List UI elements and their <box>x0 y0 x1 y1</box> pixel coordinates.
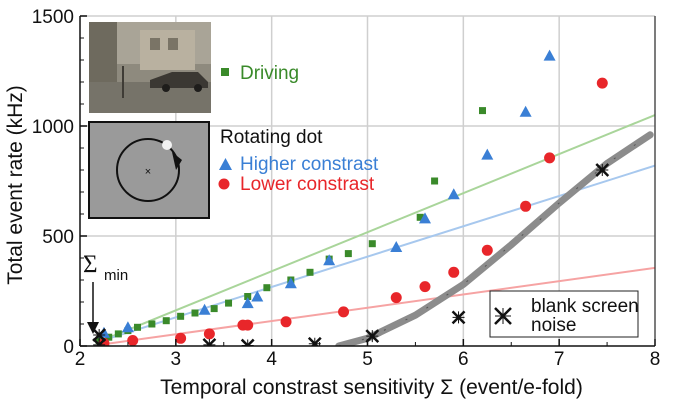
point-driving-4 <box>134 323 141 331</box>
point-driving-18 <box>416 213 424 221</box>
point-driving-16 <box>344 250 352 258</box>
x-tick-label-7: 7 <box>554 349 565 370</box>
point-higher-constrast-3 <box>241 297 254 309</box>
legend-lower-marker <box>218 178 230 190</box>
point-lower-constrast-12 <box>520 200 532 212</box>
point-lower-constrast-1 <box>127 335 139 346</box>
point-lower-constrast-7 <box>338 306 350 318</box>
point-higher-constrast-12 <box>543 49 556 61</box>
point-driving-12 <box>263 284 271 292</box>
point-higher-constrast-8 <box>419 212 431 224</box>
legend-noise-label-line1: blank screen <box>531 296 639 317</box>
legend: Driving Rotating dot Higher constrast Lo… <box>218 63 639 338</box>
legend-driving-label: Driving <box>240 63 299 84</box>
point-driving-14 <box>306 268 314 276</box>
point-blank-screen-noise-5 <box>365 329 380 343</box>
point-higher-constrast-6 <box>323 254 336 266</box>
svg-text:Σ: Σ <box>83 251 98 278</box>
legend-group-title: Rotating dot <box>220 127 323 148</box>
x-tick-label-8: 8 <box>650 349 661 370</box>
legend-lower-label: Lower constrast <box>240 174 375 195</box>
point-higher-constrast-9 <box>447 188 460 200</box>
point-driving-6 <box>162 317 170 325</box>
svg-text:min: min <box>104 267 128 284</box>
x-tick-label-4: 4 <box>266 349 277 370</box>
x-axis-label: Temporal constrast sensitivity Σ (event/… <box>160 376 583 399</box>
y-tick-label-1000: 1000 <box>32 117 74 138</box>
axes: 2 3 4 5 6 7 8 0 500 1000 1500 <box>32 7 661 370</box>
point-lower-constrast-6 <box>280 316 292 328</box>
point-driving-19 <box>431 177 439 185</box>
point-blank-screen-noise-7 <box>595 163 610 177</box>
legend-higher-label: Higher constrast <box>240 154 379 175</box>
legend-higher-marker <box>219 158 232 170</box>
point-higher-constrast-2 <box>198 303 211 315</box>
point-higher-constrast-1 <box>121 321 134 333</box>
legend-driving-marker <box>221 68 229 76</box>
x-tick-label-6: 6 <box>458 349 469 370</box>
point-lower-constrast-14 <box>596 77 608 89</box>
x-tick-label-2: 2 <box>75 349 86 370</box>
point-driving-2 <box>114 330 122 338</box>
point-driving-11 <box>244 293 252 300</box>
legend-noise-marker <box>494 307 512 325</box>
point-lower-constrast-13 <box>544 152 556 164</box>
point-higher-constrast-11 <box>519 105 532 117</box>
point-blank-screen-noise-2 <box>202 338 217 346</box>
point-driving-9 <box>210 305 218 313</box>
point-lower-constrast-5 <box>242 319 254 331</box>
driving-scene-thumbnail <box>89 22 211 113</box>
x-tick-label-3: 3 <box>171 349 182 370</box>
sigma-min-annotation: Σ min <box>83 251 128 334</box>
point-higher-constrast-4 <box>251 290 264 302</box>
fit-line-lower-constrast <box>99 266 655 346</box>
point-lower-constrast-11 <box>481 244 493 256</box>
data-points <box>92 49 610 346</box>
point-blank-screen-noise-4 <box>307 336 322 346</box>
point-driving-5 <box>148 320 156 328</box>
point-higher-constrast-10 <box>481 148 494 160</box>
legend-noise-label-line2: noise <box>531 315 576 336</box>
y-tick-label-0: 0 <box>63 337 74 358</box>
y-tick-label-500: 500 <box>42 227 74 248</box>
y-axis-label: Total event rate (kHz) <box>4 85 27 285</box>
rotating-dot-illustration: × <box>88 121 210 219</box>
point-lower-constrast-10 <box>448 266 460 278</box>
point-higher-constrast-7 <box>390 241 403 252</box>
point-blank-screen-noise-6 <box>451 310 466 325</box>
svg-text:×: × <box>145 166 151 178</box>
point-lower-constrast-8 <box>390 292 402 304</box>
x-tick-label-5: 5 <box>362 349 373 370</box>
point-lower-constrast-9 <box>419 281 431 293</box>
point-lower-constrast-3 <box>203 328 215 340</box>
point-driving-8 <box>191 309 199 317</box>
point-driving-17 <box>368 240 376 248</box>
y-tick-label-1500: 1500 <box>32 7 74 28</box>
point-lower-constrast-2 <box>175 332 187 344</box>
point-driving-7 <box>177 312 185 320</box>
point-higher-constrast-5 <box>284 277 297 289</box>
fit-line-driving <box>98 114 655 343</box>
point-driving-10 <box>225 299 233 307</box>
point-driving-20 <box>479 107 486 115</box>
point-blank-screen-noise-1 <box>92 338 107 346</box>
legend-noise-box <box>489 290 639 338</box>
